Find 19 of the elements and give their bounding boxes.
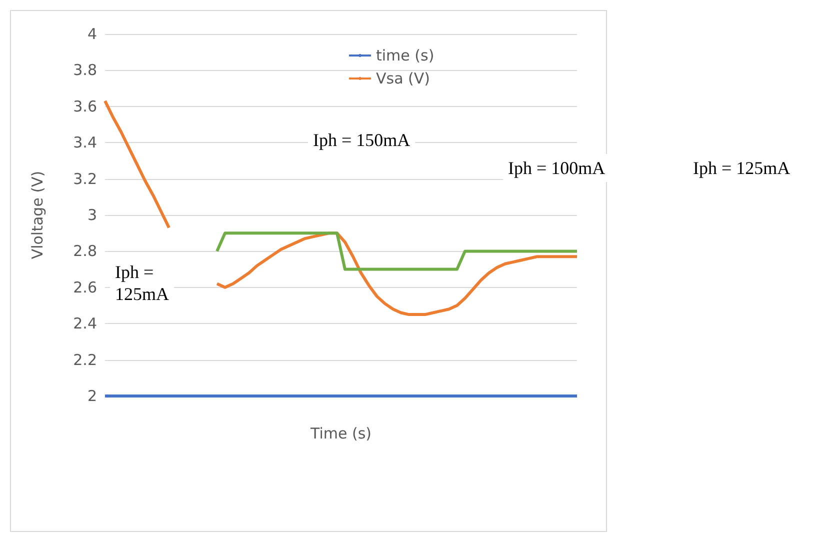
x-axis-title: Time (s) [310, 424, 372, 442]
y-tick-label: 2.6 [73, 278, 97, 296]
y-tick-label: 2 [87, 387, 97, 405]
annotation: Iph = 100mA [508, 158, 606, 178]
annotation: Iph = 150mA [313, 130, 410, 150]
y-tick-label: 2.4 [73, 314, 97, 333]
y-tick-label: 2.2 [73, 350, 97, 369]
y-axis-title: Vloltage (V) [28, 170, 46, 260]
y-tick-label: 3.8 [73, 61, 97, 80]
y-tick-label: 3.2 [73, 170, 97, 188]
y-tick-label: 3.6 [73, 97, 97, 116]
y-tick-label: 3 [87, 206, 97, 224]
legend-label: Vsa (V) [376, 70, 430, 88]
y-tick-label: 4 [87, 25, 97, 43]
annotation: Iph = 125mA [115, 262, 169, 304]
legend-label: time (s) [376, 46, 434, 64]
y-tick-label: 3.4 [73, 134, 97, 152]
text: Iph = 125mA [693, 158, 790, 178]
y-tick-label: 2.8 [73, 242, 97, 260]
